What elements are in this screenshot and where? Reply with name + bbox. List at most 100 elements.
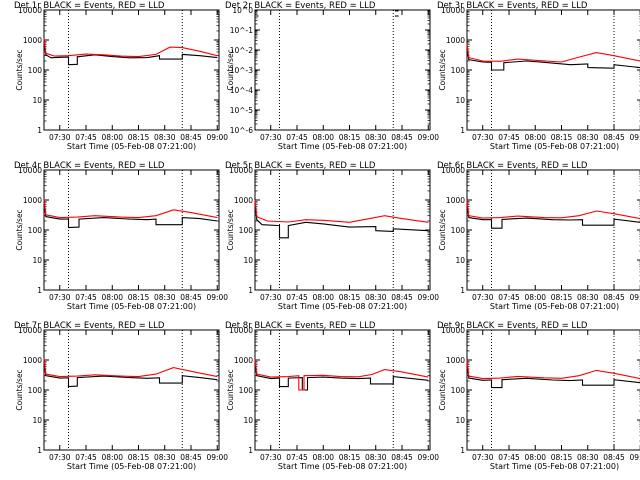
chart-title: Det 2r BLACK = Events, RED = LLD xyxy=(225,1,376,11)
chart-panel-3: Det 3r BLACK = Events, RED = LLD 1 10 100 10… xyxy=(437,1,640,151)
y-tick-label: 10^-1 xyxy=(230,26,254,35)
x-axis-label: Start Time (05-Feb-08 07:21:00) xyxy=(278,142,407,151)
x-tick-label: 08:15 xyxy=(551,293,573,302)
x-tick-label: 09:00 xyxy=(206,133,228,142)
chart-panel-1: Det 1r BLACK = Events, RED = LLD 1 10 100 10… xyxy=(14,1,228,151)
x-tick-label: 07:45 xyxy=(286,293,308,302)
x-tick-label: 08:15 xyxy=(128,293,150,302)
x-tick-label: 07:45 xyxy=(75,133,97,142)
x-tick-label: 07:45 xyxy=(498,293,520,302)
plot-frame xyxy=(43,169,220,291)
plot-frame xyxy=(43,9,220,131)
y-tick-label: 1000 xyxy=(446,356,465,365)
chart-panel-7: Det 7r BLACK = Events, RED = LLD 1 10 100 10… xyxy=(14,321,228,471)
y-tick-label: 10000 xyxy=(18,166,42,175)
y-axis-label: Counts/sec xyxy=(15,49,24,90)
y-axis-label: Counts/sec xyxy=(15,209,24,250)
y-axis-label: Counts/sec xyxy=(226,209,235,250)
x-axis-label: Start Time (05-Feb-08 07:21:00) xyxy=(278,462,407,471)
x-tick-label: 07:45 xyxy=(498,133,520,142)
lld-series-line xyxy=(466,360,640,380)
y-tick-label: 1000 xyxy=(23,36,42,45)
y-tick-label: 10 xyxy=(243,416,253,425)
plot-frame xyxy=(254,9,431,131)
x-tick-label: 08:30 xyxy=(577,453,599,462)
x-tick-label: 09:00 xyxy=(206,453,228,462)
y-tick-label: 100 xyxy=(451,226,466,235)
x-tick-label: 07:30 xyxy=(49,293,71,302)
x-axis-label: Start Time (05-Feb-08 07:21:00) xyxy=(490,142,619,151)
y-tick-label: 1000 xyxy=(234,196,253,205)
y-tick-label: 10000 xyxy=(229,166,253,175)
x-tick-label: 08:30 xyxy=(365,133,387,142)
x-tick-label: 09:00 xyxy=(206,293,228,302)
chart-panel-8: Det 8r BLACK = Events, RED = LLD 1 10 100 10… xyxy=(225,321,439,471)
y-tick-label: 10^-4 xyxy=(230,86,254,95)
chart-title: Det 9r BLACK = Events, RED = LLD xyxy=(437,321,588,331)
x-tick-label: 08:45 xyxy=(391,453,413,462)
x-tick-label: 07:45 xyxy=(498,453,520,462)
y-tick-label: 10000 xyxy=(18,6,42,15)
x-tick-label: 08:45 xyxy=(391,293,413,302)
x-tick-label: 08:15 xyxy=(551,453,573,462)
y-tick-label: 1 xyxy=(37,126,42,135)
y-tick-label: 1000 xyxy=(446,36,465,45)
x-tick-label: 07:30 xyxy=(472,453,494,462)
events-series-line xyxy=(43,38,218,66)
y-tick-label: 10 xyxy=(32,256,42,265)
y-tick-label: 1000 xyxy=(23,196,42,205)
x-tick-label: 09:00 xyxy=(417,293,439,302)
x-tick-label: 08:30 xyxy=(577,133,599,142)
x-tick-label: 07:30 xyxy=(472,293,494,302)
chart-title: Det 8r BLACK = Events, RED = LLD xyxy=(225,321,376,331)
x-tick-label: 08:45 xyxy=(603,293,625,302)
y-tick-label: 1000 xyxy=(23,356,42,365)
y-tick-label: 10000 xyxy=(441,6,465,15)
x-tick-label: 09:00 xyxy=(629,133,640,142)
x-axis-label: Start Time (05-Feb-08 07:21:00) xyxy=(67,462,196,471)
x-tick-label: 08:00 xyxy=(312,293,334,302)
y-tick-label: 10000 xyxy=(229,326,253,335)
y-tick-label: 1 xyxy=(460,446,465,455)
y-tick-label: 1 xyxy=(37,286,42,295)
y-tick-label: 10000 xyxy=(18,326,42,335)
lld-series-line xyxy=(466,200,640,220)
x-tick-label: 07:45 xyxy=(75,453,97,462)
x-axis-label: Start Time (05-Feb-08 07:21:00) xyxy=(67,302,196,311)
x-tick-label: 08:00 xyxy=(101,453,123,462)
x-tick-label: 07:30 xyxy=(260,293,282,302)
y-tick-label: 100 xyxy=(28,386,43,395)
events-series-line xyxy=(254,201,429,239)
x-tick-label: 07:30 xyxy=(49,133,71,142)
x-tick-label: 08:00 xyxy=(312,453,334,462)
x-tick-label: 07:30 xyxy=(49,453,71,462)
chart-title: Det 5r BLACK = Events, RED = LLD xyxy=(225,161,376,171)
chart-panel-5: Det 5r BLACK = Events, RED = LLD 1 10 100 10… xyxy=(225,161,439,311)
y-axis-label: Counts/sec xyxy=(15,369,24,410)
x-tick-label: 09:00 xyxy=(417,453,439,462)
y-tick-label: 1 xyxy=(248,286,253,295)
x-tick-label: 08:15 xyxy=(128,453,150,462)
lld-series-line xyxy=(254,359,429,391)
x-tick-label: 08:45 xyxy=(391,133,413,142)
y-tick-label: 100 xyxy=(28,226,43,235)
plot-frame xyxy=(254,329,431,451)
x-tick-label: 08:30 xyxy=(577,293,599,302)
chart-title: Det 4r BLACK = Events, RED = LLD xyxy=(14,161,165,171)
y-axis-label: Counts/sec xyxy=(226,369,235,410)
x-tick-label: 08:00 xyxy=(524,293,546,302)
chart-panel-6: Det 6r BLACK = Events, RED = LLD 1 10 100 10… xyxy=(437,161,640,311)
y-tick-label: 1 xyxy=(460,286,465,295)
y-tick-label: 10 xyxy=(455,96,465,105)
chart-panel-9: Det 9r BLACK = Events, RED = LLD 1 10 100 10… xyxy=(437,321,640,471)
y-axis-label: Counts/sec xyxy=(226,49,235,90)
events-series-line xyxy=(466,361,640,389)
y-tick-label: 1 xyxy=(248,446,253,455)
chart-panel-2: Det 2r BLACK = Events, RED = LLD 10^-6 10^… xyxy=(225,1,439,151)
x-tick-label: 08:15 xyxy=(339,133,361,142)
lld-series-line xyxy=(43,199,218,219)
y-tick-label: 10^-2 xyxy=(230,46,254,55)
x-tick-label: 08:45 xyxy=(180,133,202,142)
x-tick-label: 08:30 xyxy=(365,453,387,462)
events-series-line xyxy=(43,358,218,388)
